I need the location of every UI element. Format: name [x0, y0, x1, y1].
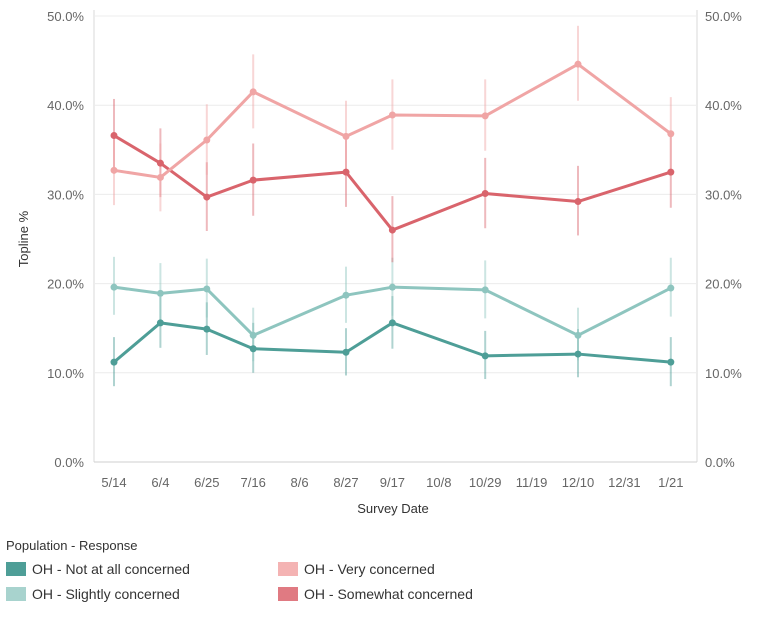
legend-swatch: [278, 561, 298, 576]
data-point: [342, 291, 350, 299]
x-tick-label: 11/19: [516, 475, 548, 490]
x-tick-label: 5/14: [101, 475, 126, 490]
data-point: [156, 173, 164, 181]
x-tick-label: 9/17: [380, 475, 405, 490]
data-point: [342, 168, 350, 176]
data-point: [574, 350, 582, 358]
y-axis-left-ticks: 0.0% 10.0% 20.0% 30.0% 40.0% 50.0%: [47, 9, 84, 470]
data-point: [110, 166, 118, 174]
data-point: [388, 111, 396, 119]
x-axis-title: Survey Date: [357, 501, 429, 516]
data-point: [667, 358, 675, 366]
data-point: [481, 190, 489, 198]
data-point: [203, 193, 211, 201]
data-point: [110, 358, 118, 366]
y-tick-label: 0.0%: [54, 455, 84, 470]
legend-swatch: [278, 586, 298, 601]
y-tick-label: 30.0%: [47, 187, 84, 202]
x-tick-label: 10/8: [426, 475, 451, 490]
y-tick-label-right: 40.0%: [705, 98, 742, 113]
legend-item-very-concerned[interactable]: OH - Very concerned: [278, 559, 550, 578]
x-tick-label: 12/10: [562, 475, 595, 490]
y-tick-label-right: 30.0%: [705, 187, 742, 202]
x-tick-label: 8/27: [333, 475, 358, 490]
data-point: [388, 283, 396, 291]
x-tick-label: 8/6: [291, 475, 309, 490]
legend-items: OH - Not at all concerned OH - Very conc…: [6, 559, 566, 603]
data-point: [574, 198, 582, 206]
x-tick-label: 12/31: [608, 475, 641, 490]
y-tick-label-right: 50.0%: [705, 9, 742, 24]
grid-lines: [93, 10, 698, 463]
data-point: [249, 345, 257, 353]
data-point: [388, 319, 396, 327]
data-point: [667, 168, 675, 176]
x-tick-label: 1/21: [658, 475, 683, 490]
legend-title: Population - Response: [6, 538, 138, 553]
x-tick-label: 10/29: [469, 475, 502, 490]
data-point: [481, 112, 489, 120]
series-points: [110, 60, 675, 366]
x-tick-label: 6/4: [151, 475, 169, 490]
data-point: [110, 132, 118, 140]
data-point: [249, 176, 257, 184]
legend-swatch: [6, 586, 26, 601]
data-point: [110, 283, 118, 291]
y-tick-label-right: 10.0%: [705, 366, 742, 381]
legend-label: OH - Not at all concerned: [32, 560, 190, 577]
data-point: [203, 325, 211, 333]
y-axis-title: Topline %: [16, 210, 31, 267]
y-tick-label: 40.0%: [47, 98, 84, 113]
data-point: [481, 352, 489, 360]
legend-label: OH - Somewhat concerned: [304, 585, 473, 602]
data-point: [667, 130, 675, 138]
y-tick-label-right: 0.0%: [705, 455, 735, 470]
y-tick-label: 20.0%: [47, 277, 84, 292]
legend-label: OH - Slightly concerned: [32, 585, 180, 602]
data-point: [156, 319, 164, 327]
data-point: [667, 284, 675, 292]
data-point: [156, 159, 164, 167]
line-chart: 0.0% 10.0% 20.0% 30.0% 40.0% 50.0% 0.0% 10.0% 2…: [16, 9, 742, 516]
y-tick-label-right: 20.0%: [705, 277, 742, 292]
data-point: [342, 348, 350, 356]
legend-label: OH - Very concerned: [304, 560, 435, 577]
x-tick-label: 7/16: [241, 475, 266, 490]
data-point: [574, 60, 582, 68]
data-point: [203, 285, 211, 293]
data-point: [156, 289, 164, 297]
y-axis-right-ticks: 0.0% 10.0% 20.0% 30.0% 40.0% 50.0%: [705, 9, 742, 470]
data-point: [481, 286, 489, 294]
legend-swatch: [6, 561, 26, 576]
data-point: [342, 132, 350, 140]
data-point: [388, 226, 396, 234]
legend-item-slightly-concerned[interactable]: OH - Slightly concerned: [6, 584, 278, 603]
x-axis-ticks: 5/14 6/4 6/25 7/16 8/6 8/27 9/17 10/8 10/29 11/19…: [101, 475, 683, 490]
data-point: [249, 88, 257, 96]
legend-item-not-at-all-concerned[interactable]: OH - Not at all concerned: [6, 559, 278, 578]
y-tick-label: 50.0%: [47, 9, 84, 24]
data-point: [203, 136, 211, 144]
data-point: [249, 331, 257, 339]
data-point: [574, 331, 582, 339]
legend-item-somewhat-concerned[interactable]: OH - Somewhat concerned: [278, 584, 550, 603]
y-tick-label: 10.0%: [47, 366, 84, 381]
legend: Population - Response OH - Not at all co…: [6, 538, 566, 603]
x-tick-label: 6/25: [194, 475, 219, 490]
